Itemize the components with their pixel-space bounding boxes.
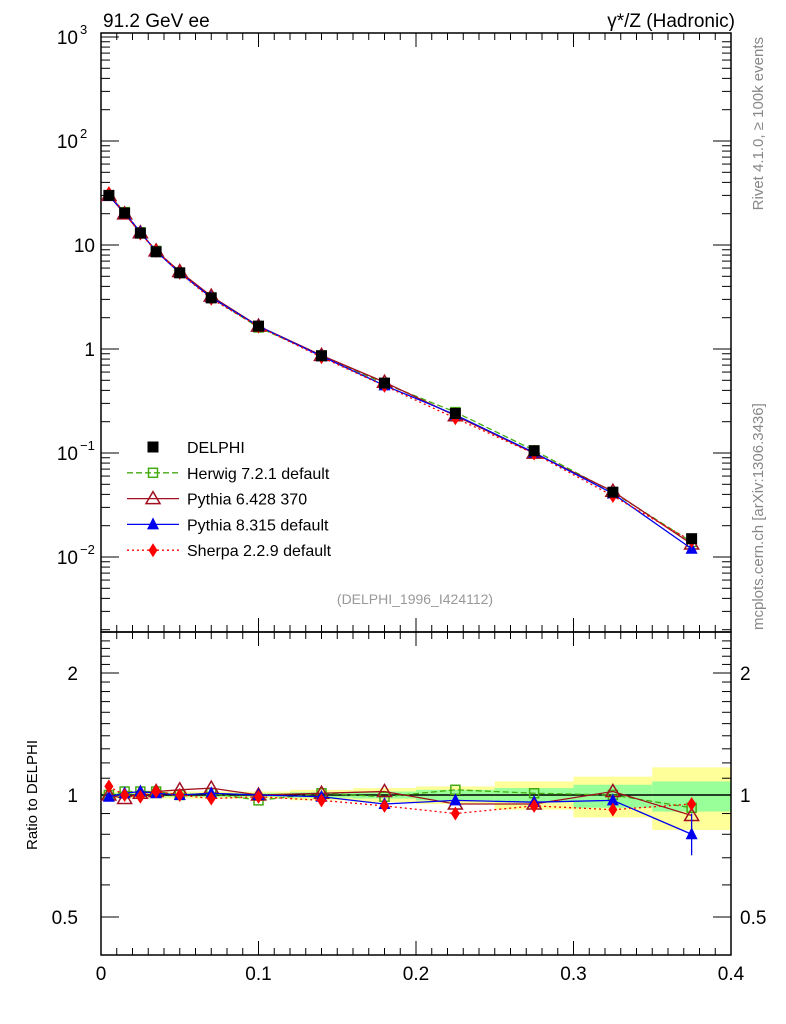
legend-marker xyxy=(148,543,158,558)
legend-label: Pythia 8.315 default xyxy=(187,517,329,534)
legend-marker xyxy=(147,467,159,479)
sherpa-point-ratio xyxy=(380,798,389,813)
rivet-label: Rivet 4.1.0, ≥ 100k events xyxy=(750,37,767,210)
sherpa-point-ratio xyxy=(450,806,460,821)
title-left: 91.2 GeV ee xyxy=(103,11,210,32)
sherpa-point-ratio xyxy=(254,789,263,804)
y-tick-exponent: 2 xyxy=(80,126,87,141)
x-tick-label: 0.4 xyxy=(718,964,745,985)
analysis-label: (DELPHI_1996_I424112) xyxy=(337,591,493,607)
sherpa-point-ratio xyxy=(104,779,114,794)
sherpa-point-ratio xyxy=(206,791,216,806)
y-tick-exponent: −1 xyxy=(80,438,95,453)
delphi-point xyxy=(174,267,186,279)
delphi-point xyxy=(607,486,619,498)
delphi-point xyxy=(103,189,115,201)
delphi-point xyxy=(686,533,698,545)
legend-label: Pythia 6.428 370 xyxy=(187,492,307,509)
x-tick-label: 0 xyxy=(96,964,107,985)
delphi-point xyxy=(150,246,162,258)
legend: DELPHI Herwig 7.2.1 default Pythia 6.428 3… xyxy=(127,440,332,560)
legend-label: DELPHI xyxy=(187,440,245,457)
delphi-point xyxy=(134,227,146,239)
title-right: γ*/Z (Hadronic) xyxy=(607,11,735,32)
pythia-point-ratio xyxy=(376,783,393,798)
y-tick-label: 1 xyxy=(84,340,95,361)
x-tick-label: 0.1 xyxy=(245,964,271,985)
legend-marker xyxy=(147,517,159,530)
herwig-line-main xyxy=(108,194,692,543)
delphi-point xyxy=(205,292,217,304)
y-tick-label: 10 xyxy=(57,548,78,569)
delphi-point xyxy=(449,407,461,419)
ratio-y-tick-label-right: 0.5 xyxy=(740,908,766,929)
mcplots-label: mcplots.cern.ch [arXiv:1306.3436] xyxy=(750,403,767,630)
pythia-point-ratio xyxy=(606,793,619,806)
ratio-y-tick-label-right: 2 xyxy=(740,664,751,685)
main-frame xyxy=(100,32,732,633)
delphi-point xyxy=(253,320,264,332)
sherpa-point-ratio xyxy=(529,798,539,813)
y-tick-label: 10 xyxy=(57,132,78,153)
legend-marker xyxy=(144,490,162,505)
delphi-point xyxy=(119,207,131,219)
legend-label: Sherpa 2.2.9 default xyxy=(187,543,332,560)
delphi-point xyxy=(316,350,327,362)
y-tick-label: 10 xyxy=(57,28,78,49)
ratio-y-tick-label-right: 1 xyxy=(740,786,751,807)
pythia-point-ratio xyxy=(102,789,115,802)
y-tick-exponent: 3 xyxy=(80,22,87,37)
sherpa-point-ratio xyxy=(687,797,697,812)
y-tick-exponent: −2 xyxy=(80,542,95,557)
sherpa-point-ratio xyxy=(135,789,145,804)
delphi-point xyxy=(379,377,390,389)
sherpa-point-ratio xyxy=(608,802,618,817)
ratio-y-label: Ratio to DELPHI xyxy=(24,740,41,850)
pythia-point-ratio xyxy=(449,793,462,806)
y-tick-label: 10 xyxy=(74,236,95,257)
x-tick-label: 0.2 xyxy=(403,964,429,985)
legend-label: Herwig 7.2.1 default xyxy=(187,466,330,483)
sherpa-point-ratio xyxy=(151,784,161,799)
ratio-y-tick-label: 2 xyxy=(67,664,78,685)
legend-marker xyxy=(147,441,159,453)
ratio-y-tick-label: 1 xyxy=(67,786,78,807)
chart-marks xyxy=(100,186,700,856)
x-tick-label: 0.3 xyxy=(560,964,586,985)
y-tick-label: 10 xyxy=(57,444,78,465)
sherpa-point-ratio xyxy=(317,793,326,808)
ratio-y-tick-label: 0.5 xyxy=(52,908,78,929)
delphi-point xyxy=(528,445,540,457)
sherpa-point-ratio xyxy=(120,788,130,802)
sherpa-point-ratio xyxy=(175,788,185,802)
